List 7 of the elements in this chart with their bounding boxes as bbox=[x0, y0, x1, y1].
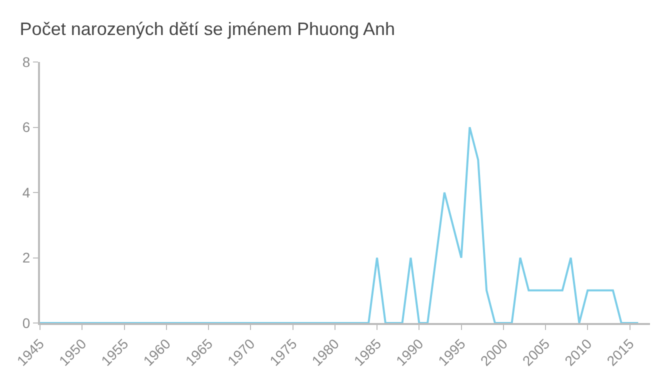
y-tick-label: 2 bbox=[22, 250, 30, 266]
y-tick-label: 0 bbox=[22, 314, 30, 331]
chart-title: Počet narozených dětí se jménem Phuong Anh bbox=[20, 19, 396, 40]
line-series bbox=[40, 126, 640, 323]
y-tick-label: 6 bbox=[22, 119, 30, 136]
y-tick-label: 8 bbox=[22, 54, 30, 70]
y-tick-label: 4 bbox=[22, 184, 30, 200]
